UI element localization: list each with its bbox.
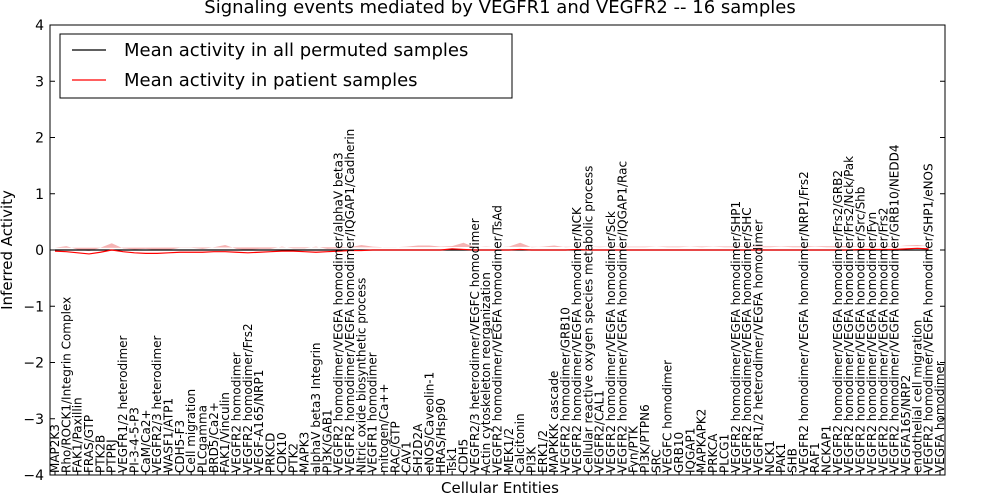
x-tick-label: endothelial cell migration xyxy=(910,320,924,473)
x-tick-label: VEGFR2 homodimer/GRB10 xyxy=(559,307,573,473)
x-tick-label: PAK1 xyxy=(774,443,788,473)
x-tick-label: Fyn/PTK xyxy=(627,425,641,473)
x-tick-label: PI3K xyxy=(525,446,539,473)
x-tick-label: HRAS/Hsp90 xyxy=(434,398,448,473)
legend-box xyxy=(59,33,513,99)
x-tick-label: VEGFA165/NRP2 xyxy=(899,375,913,473)
x-tick-label: CDK10 xyxy=(275,432,289,473)
x-tick-label: CaM/Ca2+ xyxy=(139,409,153,473)
x-tick-label: FRAS/GTP xyxy=(82,415,96,473)
x-tick-label: MAP2K3 xyxy=(48,424,62,473)
x-tick-label: VEGFR2 homodimer/VEGFA homodimer/GRB10/N… xyxy=(888,144,902,473)
x-tick-label: VEGFR2/CAL1 xyxy=(593,390,607,473)
legend-label-permuted: Mean activity in all permuted samples xyxy=(124,40,468,61)
x-tick-label: VEGFR2 homodimer/VEGFA homodimer/NRP1/Fr… xyxy=(797,171,811,473)
x-tick-label: Calcitonin xyxy=(513,413,527,473)
x-tick-label: PI3K/PTPN6 xyxy=(638,404,652,473)
x-tick-label: Actin cytoskeleton reorganization xyxy=(479,272,493,473)
x-tick-label: VEGFR2 homodimer/VEGFA homodimer/SHP1 xyxy=(729,201,743,473)
x-tick-label: VEGFR2 homodimer/VEGFA homodimer/IQGAP1/… xyxy=(615,161,629,473)
x-tick-label: SHB xyxy=(786,448,800,473)
x-tick-label: VEGFR2 homodimer/VEGFA homodimer/TsAd xyxy=(491,205,505,473)
x-tick-label: MAPKAPK2 xyxy=(695,409,709,473)
chart-title: Signaling events mediated by VEGFR1 and … xyxy=(204,0,795,18)
x-tick-label: PLCgamma xyxy=(196,405,210,473)
x-tick-label: alphaV beta3 Integrin xyxy=(309,342,323,473)
legend-label-patient: Mean activity in patient samples xyxy=(124,70,418,91)
patient-band xyxy=(55,242,929,252)
x-tick-label: VEGFR2/3 heterodimer xyxy=(150,335,164,473)
x-tick-label: FAK1/Paxillin xyxy=(71,397,85,473)
y-tick-label: −1 xyxy=(23,299,44,315)
x-tick-label: RAC/GTP xyxy=(388,421,402,473)
x-tick-label: VEGFR2 homodimer/VEGFA homodimer/Frs2 xyxy=(876,207,890,473)
y-tick-label: −3 xyxy=(23,412,44,428)
x-tick-label: PRKCA xyxy=(706,433,720,473)
x-tick-label: VEGFR2 homodimer/VEGFA homodimer/alphaV … xyxy=(332,152,346,473)
x-tick-label: Nitric oxide biosynthetic process xyxy=(354,278,368,473)
y-tick-label: 2 xyxy=(35,131,44,147)
x-tick-label: PTK2 xyxy=(286,443,300,473)
x-tick-label: VEGFA homodimer xyxy=(933,361,947,473)
x-tick-label: VEGFR2 homodimer/VEGFA homodimer/Frs2/GR… xyxy=(831,170,845,473)
legend: Mean activity in all permuted samples Me… xyxy=(59,33,513,99)
x-tick-label: IQGAP1 xyxy=(683,428,697,473)
x-tick-label: MAPK3 xyxy=(298,432,312,473)
y-tick-label: 1 xyxy=(35,187,44,203)
x-tick-label: PTPRJ xyxy=(105,439,119,473)
x-tick-label: NCK1 xyxy=(763,440,777,473)
x-tick-label: PTK2B xyxy=(93,435,107,473)
x-tick-label: VEGFR2 homodimer/VEGFA homodimer/Frs2/Nc… xyxy=(842,156,856,473)
x-tick-label: VEGFR2/3 heterodimer/VEGFC homodimer xyxy=(468,218,482,473)
y-tick-label: 0 xyxy=(35,243,44,259)
x-tick-label: VEGF-A165/NRP1 xyxy=(252,370,266,473)
x-tick-label: FAK1/Vinculin xyxy=(218,392,232,473)
x-tick-label: Cell migration xyxy=(184,389,198,473)
x-tick-label: VEGFR2 homodimer/VEGFA homodimer/NCK xyxy=(570,206,584,473)
x-tick-label: PI3K/GAB1 xyxy=(320,409,334,473)
x-axis-label: Cellular Entities xyxy=(441,479,559,497)
x-tick-label: MAPKKK cascade xyxy=(547,371,561,473)
x-tick-label: Tsk1 xyxy=(445,447,459,474)
x-tick-label: eNOS/Caveolin-1 xyxy=(422,372,436,473)
x-tick-label: VEGFR2 homodimer/Frs2 xyxy=(241,323,255,473)
x-tick-label: VEGFR2 homodimer/VEGFA homodimer/IQGAP1/… xyxy=(343,129,357,473)
x-tick-label: ERK1/2 xyxy=(536,430,550,473)
x-tick-label: VEGFR1/2 heterodimer/VEGFA homodimer xyxy=(751,220,765,473)
x-tick-label: VEGFR2 homodimer/VEGFA homodimer/SHC xyxy=(740,207,754,473)
x-tick-label: VEGFR1/2 heterodimer xyxy=(116,335,130,473)
x-tick-label: BRD5/Ca2+ xyxy=(207,402,221,473)
x-tick-label: SRC xyxy=(649,449,663,473)
y-tick-label: 4 xyxy=(35,18,44,34)
x-tick-label: VEGFR1 homodimer xyxy=(366,352,380,473)
y-tick-label: −2 xyxy=(23,356,44,372)
x-tick-label: VEGFR2 homodimer/VEGFA homodimer/Sck xyxy=(604,211,618,473)
x-tick-label: mitogen/Ca++ xyxy=(377,383,391,473)
y-axis-label: Inferred Activity xyxy=(0,190,16,310)
x-tick-label: VEGFR2 homodimer/VEGFA homodimer/Src/Shb xyxy=(854,187,868,473)
x-tick-label: RAF1 xyxy=(808,442,822,473)
x-tick-label: PI-3-4-5-P3 xyxy=(127,407,141,473)
x-tick-label: VEGFR2 homodimer xyxy=(230,352,244,473)
x-tick-label: Cellular reactive oxygen species metabol… xyxy=(581,166,595,473)
x-tick-label: VEGFR2 homodimer/VEGFA homodimer/SHP1/eN… xyxy=(922,163,936,473)
x-tick-label: CDH5-F3 xyxy=(173,420,187,473)
series-line-patient xyxy=(54,247,929,255)
x-tick-label: WASF1/ATP1 xyxy=(161,398,175,473)
x-tick-label: CDH5 xyxy=(456,439,470,473)
y-tick-label: 3 xyxy=(35,74,44,90)
x-tick-label: PLCG1 xyxy=(717,434,731,473)
x-tick-label: Rho/ROCK1/Integrin Complex xyxy=(59,297,73,473)
y-tick-label: −4 xyxy=(23,468,44,484)
x-tick-label: GRB10 xyxy=(672,432,686,473)
x-tick-label: VEGFR2 homodimer/VEGFA homodimer/Fyn xyxy=(865,212,879,473)
x-tick-label: SH2D2A xyxy=(411,423,425,473)
x-tick-label: PRKCD xyxy=(264,433,278,473)
x-tick-label: NCKAP1 xyxy=(820,425,834,473)
x-tick-label: VEGFC homodimer xyxy=(661,360,675,473)
x-tick-label: CAV1 xyxy=(400,441,414,473)
x-tick-label: MEK1/2 xyxy=(502,428,516,473)
